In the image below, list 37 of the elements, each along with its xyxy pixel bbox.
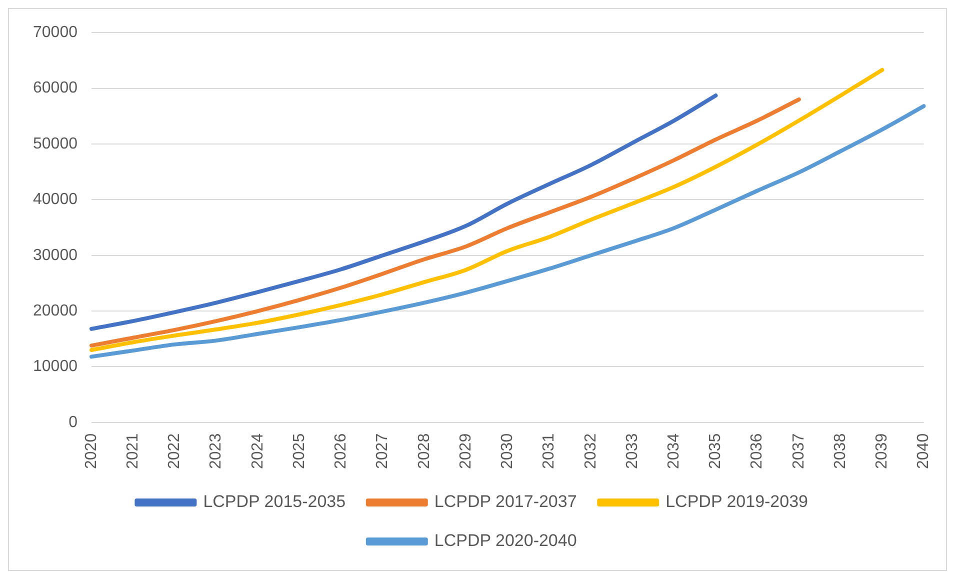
x-tick-label: 2023 <box>208 433 225 469</box>
x-tick-label: 2030 <box>499 433 516 469</box>
legend-label: LCPDP 2015-2035 <box>203 492 346 512</box>
x-tick-label: 2032 <box>582 433 600 469</box>
x-tick-label: 2038 <box>832 433 849 469</box>
y-tick-label: 60000 <box>32 80 78 97</box>
x-tick-label: 2037 <box>790 433 808 469</box>
x-tick-label: 2029 <box>457 433 474 469</box>
line-series <box>89 68 884 352</box>
y-tick-label: 0 <box>68 414 78 431</box>
line-series <box>89 97 801 348</box>
legend-label: LCPDP 2020-2040 <box>434 531 577 550</box>
x-tick-label: 2020 <box>82 433 100 469</box>
x-tick-label: 2027 <box>374 433 392 469</box>
x-tick-label: 2022 <box>166 433 184 469</box>
x-tick-label: 2033 <box>624 433 641 469</box>
y-tick-label: 40000 <box>32 191 78 208</box>
x-tick-label: 2035 <box>707 433 724 469</box>
x-tick-label: 2025 <box>290 433 308 469</box>
x-tick-label: 2028 <box>416 433 433 469</box>
x-tick-label: 2026 <box>332 433 350 469</box>
legend-label: LCPDP 2017-2037 <box>434 492 577 512</box>
x-tick-label: 2039 <box>874 433 891 469</box>
x-tick-label: 2021 <box>124 433 142 469</box>
x-tick-label: 2036 <box>748 433 766 469</box>
legend-label: LCPDP 2019-2039 <box>666 492 808 512</box>
y-tick-label: 70000 <box>32 24 78 42</box>
x-tick-label: 2034 <box>666 433 683 469</box>
y-tick-label: 50000 <box>32 135 78 152</box>
line-series <box>89 94 718 331</box>
x-tick-label: 2031 <box>540 433 558 469</box>
x-tick-label: 2024 <box>249 433 266 469</box>
y-tick-label: 10000 <box>32 358 78 376</box>
x-tick-label: 2040 <box>915 433 932 469</box>
y-tick-label: 30000 <box>32 246 78 264</box>
y-tick-label: 20000 <box>32 302 78 320</box>
line-series <box>89 104 926 359</box>
